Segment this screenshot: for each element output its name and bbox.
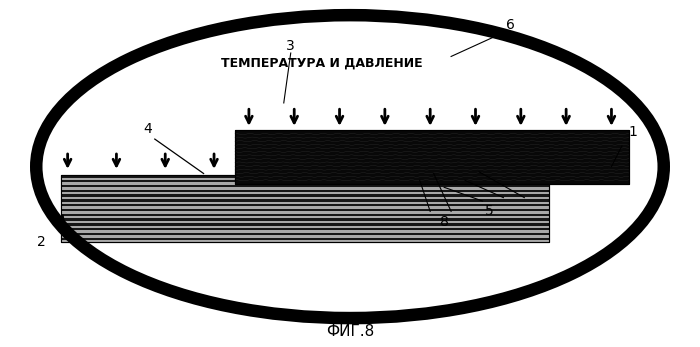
Bar	[61, 235, 549, 238]
Bar	[61, 197, 549, 199]
Bar	[61, 211, 549, 213]
Bar	[61, 187, 549, 189]
Text: 4: 4	[144, 122, 152, 136]
Bar	[61, 175, 549, 242]
Bar	[61, 192, 549, 194]
Text: 1: 1	[628, 125, 637, 139]
Bar	[61, 178, 549, 180]
Text: 8: 8	[440, 215, 449, 229]
Text: 3: 3	[286, 39, 295, 53]
Bar	[61, 230, 549, 233]
Bar	[61, 216, 549, 218]
Text: 2: 2	[38, 235, 46, 249]
Bar	[235, 130, 629, 184]
Bar	[61, 175, 549, 242]
Bar	[61, 183, 549, 185]
Bar	[61, 202, 549, 204]
Text: 5: 5	[485, 204, 494, 218]
Text: ТЕМПЕРАТУРА И ДАВЛЕНИЕ: ТЕМПЕРАТУРА И ДАВЛЕНИЕ	[221, 57, 423, 70]
Bar	[61, 221, 549, 223]
Text: 6: 6	[506, 18, 514, 33]
Bar	[61, 240, 549, 242]
Bar	[61, 206, 549, 209]
Bar	[61, 226, 549, 228]
Text: ФИГ.8: ФИГ.8	[326, 324, 374, 339]
Bar	[235, 130, 629, 184]
